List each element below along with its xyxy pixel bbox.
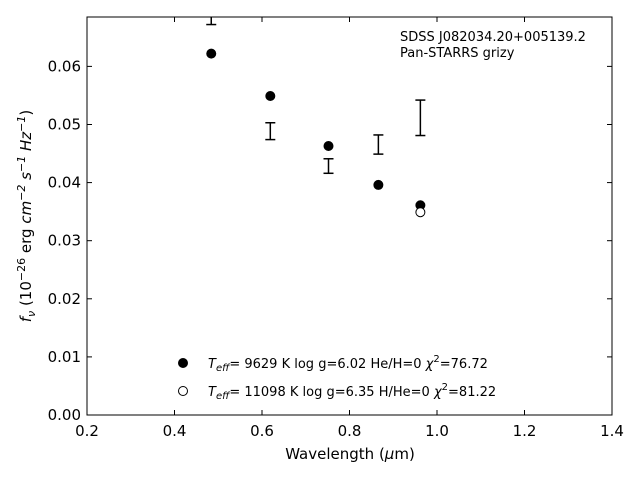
x-axis-label: Wavelength (μm) [285,445,415,463]
x-tick-label: 1.4 [600,422,624,440]
legend-marker-filled [178,358,188,368]
legend-2-teff: = 11098 K log g=6.35 H/He=0 [229,385,434,400]
error-bar [206,17,217,26]
annotation-line-2: Pan-STARRS grizy [400,46,515,61]
x-tick-label: 1.0 [425,422,449,440]
x-tick-label: 1.2 [513,422,537,440]
x-tick-label: 0.2 [75,422,99,440]
error-bar [373,134,384,155]
y-axis-label: fν (10−26 erg cm−2 s−1 Hz−1) [15,110,38,323]
error-bar [323,158,334,175]
clipped-marks [206,17,426,218]
y-tick-label: 0.02 [48,290,81,308]
model-point-filled [206,48,217,59]
legend-entry-1: Teff= 9629 K log g=6.02 He/H=0 χ2=76.72 [208,354,488,374]
model-point-filled [265,91,276,102]
legend: Teff= 9629 K log g=6.02 He/H=0 χ2=76.72 … [178,354,496,402]
y-tick-label: 0.00 [48,406,81,424]
model-point-open [415,207,426,218]
error-bar [415,99,426,137]
error-bar [265,121,276,141]
annotation: SDSS J082034.20+005139.2 Pan-STARRS griz… [400,30,586,61]
plot-area [86,16,613,416]
axis-ticks: 0.2 0.4 0.6 0.8 1.0 1.2 1.4 0.00 0.01 0.02 0.03 0.0… [48,17,624,440]
y-tick-label: 0.04 [48,174,81,192]
plot-border [86,16,613,416]
model-point-filled [373,179,384,190]
y-tick-label: 0.03 [48,232,81,250]
data-marks [206,17,426,218]
legend-entry-2: Teff= 11098 K log g=6.35 H/He=0 χ2=81.22 [208,382,496,402]
y-tick-label: 0.01 [48,348,81,366]
x-tick-label: 0.6 [250,422,274,440]
legend-marker-open [178,386,188,396]
y-tick-label: 0.05 [48,115,81,133]
model-point-filled [323,140,334,151]
x-tick-label: 0.4 [163,422,187,440]
annotation-line-1: SDSS J082034.20+005139.2 [400,30,586,45]
legend-1-teff: = 9629 K log g=6.02 He/H=0 [229,357,425,372]
x-tick-label: 0.8 [338,422,362,440]
y-tick-label: 0.06 [48,57,81,75]
